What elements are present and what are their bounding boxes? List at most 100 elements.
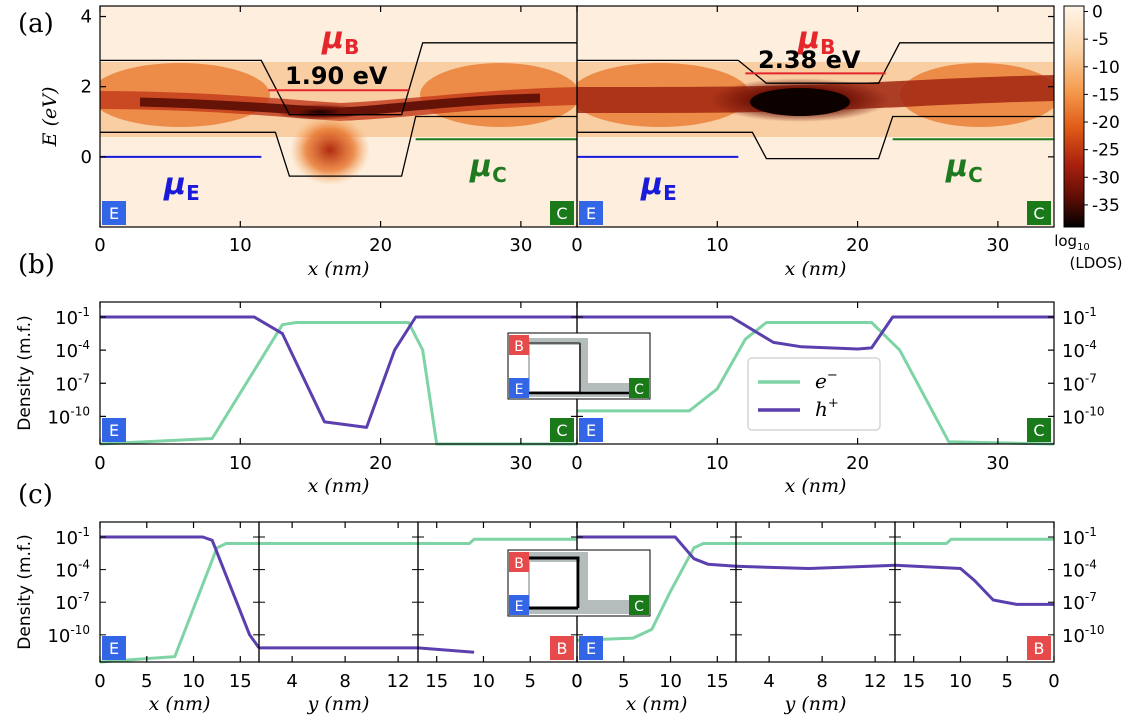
lead-E-label: E bbox=[515, 382, 524, 398]
series-c bbox=[99, 535, 1054, 664]
x-tick-label: 5 bbox=[1002, 671, 1013, 692]
energy-annotation-right: 2.38 eV bbox=[758, 46, 861, 74]
y-tick-label: 10-10 bbox=[47, 404, 90, 428]
axes-a: 0 10 20 30 x (nm) 0 2 4 E (eV) 0 10 20 30 x (nm) bbox=[39, 6, 1054, 280]
band-edge-valence bbox=[100, 115, 577, 177]
lead-C-label: C bbox=[556, 204, 567, 223]
panel-label-b: (b) bbox=[18, 250, 55, 280]
series-hole bbox=[100, 535, 261, 649]
series-hole bbox=[577, 535, 737, 568]
lead-badges: E C E CE C E CE B E BBE CBE C bbox=[102, 201, 1051, 660]
lead-C-badge bbox=[629, 595, 649, 615]
y-axis-label: Density (m.f.) bbox=[15, 315, 35, 430]
panel-b-density: 0 10 20 30 x (nm) 10-1 10-4 10-7 10-10 Density (m… bbox=[15, 301, 1105, 497]
band-edge-conduction bbox=[100, 42, 577, 116]
x-tick-label: 10 bbox=[659, 671, 682, 692]
x-tick-label: 5 bbox=[525, 671, 536, 692]
lead-C-label: C bbox=[634, 382, 644, 398]
series-electron bbox=[418, 537, 577, 545]
x-axis-label: x (nm) bbox=[149, 693, 211, 715]
band-edge-conduction bbox=[577, 42, 1054, 84]
axes-b: 0 10 20 30 x (nm) 10-1 10-4 10-7 10-10 Density (m… bbox=[15, 302, 1105, 497]
series-hole bbox=[100, 315, 577, 429]
lead-E-badge bbox=[102, 201, 126, 225]
lead-B-badge bbox=[550, 636, 574, 660]
series-electron bbox=[577, 321, 1055, 446]
lead-B-badge bbox=[509, 335, 529, 355]
x-tick-label: 0 bbox=[571, 453, 582, 474]
lead-C-badge bbox=[550, 201, 574, 225]
x-axis-label: x (nm) bbox=[308, 475, 370, 497]
lead-B-badge bbox=[509, 552, 529, 572]
y-tick-label: 10-4 bbox=[1062, 338, 1097, 362]
y-tick-label: 10-7 bbox=[55, 590, 90, 614]
x-tick-label: 0 bbox=[94, 235, 105, 256]
x-tick-label: 4 bbox=[763, 671, 774, 692]
band-edges bbox=[100, 42, 1054, 177]
x-tick-label: 30 bbox=[986, 235, 1009, 256]
y-tick-label: 10-7 bbox=[55, 371, 90, 395]
x-tick-label: 5 bbox=[141, 671, 152, 692]
x-axis-label: x (nm) bbox=[785, 475, 847, 497]
x-tick-label: 15 bbox=[229, 671, 252, 692]
lead-E-label: E bbox=[586, 204, 596, 223]
y-tick-label: 10-7 bbox=[1062, 590, 1097, 614]
x-tick-label: 10 bbox=[949, 671, 972, 692]
x-tick-label: 10 bbox=[706, 235, 729, 256]
y-axis-label: E (eV) bbox=[39, 87, 61, 148]
panel-label-c: (c) bbox=[18, 480, 53, 510]
x-axis-label: y (nm) bbox=[784, 693, 847, 715]
y-tick-label: 10-4 bbox=[55, 338, 90, 362]
colorbar-tick-label: -35 bbox=[1092, 196, 1120, 216]
lead-E-label: E bbox=[109, 639, 119, 658]
colorbar-tick-label: -15 bbox=[1092, 85, 1120, 105]
lead-E-label: E bbox=[515, 599, 524, 615]
device-schematic-icon bbox=[507, 549, 651, 617]
x-tick-label: 10 bbox=[229, 235, 252, 256]
x-tick-label: 30 bbox=[509, 453, 532, 474]
colorbar-tick-label: -5 bbox=[1092, 30, 1109, 50]
y-tick-label: 4 bbox=[81, 7, 92, 28]
x-tick-label: 30 bbox=[509, 235, 532, 256]
lead-B-badge bbox=[1027, 636, 1051, 660]
series-hole bbox=[417, 646, 475, 654]
lead-C-label: C bbox=[634, 599, 644, 615]
x-tick-label: 10 bbox=[706, 453, 729, 474]
x-tick-label: 8 bbox=[339, 671, 350, 692]
x-tick-label: 8 bbox=[816, 671, 827, 692]
x-tick-label: 4 bbox=[286, 671, 297, 692]
y-tick-label: 10-4 bbox=[1062, 558, 1097, 582]
x-tick-label: 0 bbox=[571, 671, 582, 692]
lead-E-label: E bbox=[109, 421, 119, 440]
y-tick-label: 10-4 bbox=[55, 558, 90, 582]
energy-annotation-left: 1.90 eV bbox=[285, 62, 388, 90]
lead-E-badge bbox=[579, 201, 603, 225]
x-tick-label: 20 bbox=[369, 235, 392, 256]
series-hole bbox=[894, 563, 1054, 606]
colorbar-label-line1: log10 bbox=[1054, 232, 1090, 253]
panel-a-heatmaps: 0 10 20 30 x (nm) 0 2 4 E (eV) 0 10 20 30 x (nm) μB 1… bbox=[39, 3, 1122, 280]
lead-C-label: C bbox=[556, 421, 567, 440]
colorbar-tick-label: -25 bbox=[1092, 141, 1120, 161]
x-tick-label: 20 bbox=[369, 453, 392, 474]
x-axis-label: x (nm) bbox=[626, 693, 688, 715]
x-tick-label: 0 bbox=[571, 235, 582, 256]
x-tick-label: 30 bbox=[986, 453, 1009, 474]
colorbar-ticks: 0 -5 -10 -15 -20 -25 -30 -35 bbox=[1084, 3, 1120, 216]
legend-electron: e− bbox=[815, 368, 838, 393]
device-schematic-icon bbox=[507, 332, 651, 400]
x-tick-label: 10 bbox=[229, 453, 252, 474]
y-tick-label: 10-1 bbox=[55, 305, 90, 329]
series-electron bbox=[895, 537, 1054, 545]
colorbar-tick-label: 0 bbox=[1092, 3, 1103, 23]
mu-e-label-left: μE bbox=[163, 167, 200, 205]
legend: e− h+ bbox=[747, 357, 881, 431]
colorbar-tick-label: -10 bbox=[1092, 58, 1120, 78]
x-tick-label: 10 bbox=[182, 671, 205, 692]
x-tick-label: 12 bbox=[387, 671, 410, 692]
x-axis-label: y (nm) bbox=[307, 693, 370, 715]
y-tick-label: 0 bbox=[81, 147, 92, 168]
mu-e-label-right: μE bbox=[640, 167, 677, 205]
series-electron bbox=[99, 542, 259, 664]
x-axis-label: x (nm) bbox=[308, 258, 370, 280]
